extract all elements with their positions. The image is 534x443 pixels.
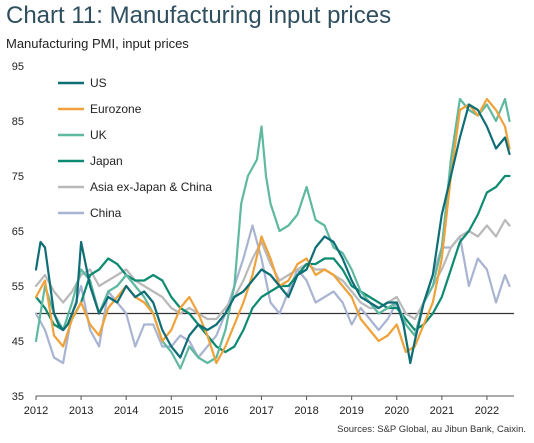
- x-tick-label-7: 2019: [339, 405, 363, 417]
- legend-label-eurozone: Eurozone: [90, 102, 142, 116]
- y-tick-label-0: 35: [12, 391, 24, 403]
- x-tick-label-10: 2022: [475, 405, 499, 417]
- y-tick-label-1: 45: [12, 336, 24, 348]
- x-tick-label-2: 2014: [114, 405, 138, 417]
- legend-label-us: US: [90, 76, 107, 90]
- legend-label-asia-ex-japan-china: Asia ex-Japan & China: [90, 180, 212, 194]
- x-tick-label-0: 2012: [24, 405, 48, 417]
- x-tick-label-1: 2013: [69, 405, 93, 417]
- x-tick-label-4: 2016: [204, 405, 228, 417]
- y-tick-label-6: 95: [12, 61, 24, 73]
- axes: 35 45 55 65 75 85 95 2012 2013 2014 2015 2016 2017 20…: [12, 61, 514, 417]
- chart-title: Chart 11: Manufacturing input prices: [6, 2, 392, 29]
- legend-label-japan: Japan: [90, 154, 123, 168]
- y-tick-label-5: 85: [12, 116, 24, 128]
- x-tick-label-8: 2020: [385, 405, 409, 417]
- y-tick-label-4: 75: [12, 171, 24, 183]
- y-tick-label-2: 55: [12, 281, 24, 293]
- series-line-japan: [34, 174, 511, 354]
- legend: US Eurozone UK Japan Asia ex-Japan & China Ch…: [58, 76, 212, 220]
- series-line-uk: [34, 97, 511, 370]
- source-note: Sources: S&P Global, au Jibun Bank, Caix…: [337, 424, 526, 435]
- x-tick-label-5: 2017: [249, 405, 273, 417]
- series-lines: [34, 97, 511, 370]
- series-line-eurozone: [34, 97, 511, 365]
- legend-label-china: China: [90, 206, 122, 220]
- legend-label-uk: UK: [90, 128, 107, 142]
- chart-subtitle: Manufacturing PMI, input prices: [6, 36, 189, 51]
- series-line-us: [34, 103, 511, 365]
- x-tick-label-9: 2021: [430, 405, 454, 417]
- x-tick-label-6: 2018: [294, 405, 318, 417]
- y-tick-label-3: 65: [12, 226, 24, 238]
- x-tick-label-3: 2015: [159, 405, 183, 417]
